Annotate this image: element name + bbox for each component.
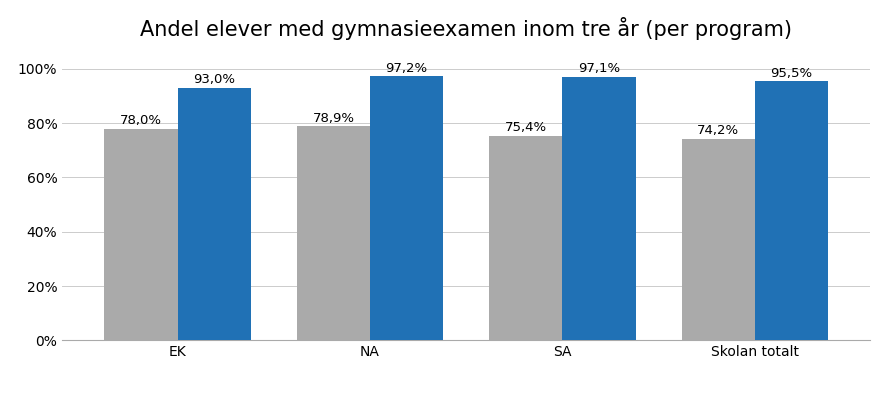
Title: Andel elever med gymnasieexamen inom tre år (per program): Andel elever med gymnasieexamen inom tre… (140, 17, 792, 40)
Bar (178, 88, 250, 340)
Legend: Riket, ProCivitas Helsingborg: Riket, ProCivitas Helsingborg (338, 411, 594, 415)
Text: 93,0%: 93,0% (194, 73, 235, 86)
Text: 95,5%: 95,5% (770, 67, 813, 80)
Bar (562, 77, 636, 340)
Text: 78,9%: 78,9% (313, 112, 354, 125)
Text: 74,2%: 74,2% (697, 124, 740, 137)
Bar (370, 76, 443, 340)
Bar (489, 136, 562, 340)
Text: 97,2%: 97,2% (385, 62, 428, 75)
Text: 75,4%: 75,4% (504, 121, 547, 134)
Text: 97,1%: 97,1% (578, 62, 620, 75)
Bar (755, 81, 828, 340)
Bar (297, 126, 370, 340)
Text: 78,0%: 78,0% (120, 114, 162, 127)
Bar (105, 129, 178, 340)
Bar (682, 139, 755, 340)
